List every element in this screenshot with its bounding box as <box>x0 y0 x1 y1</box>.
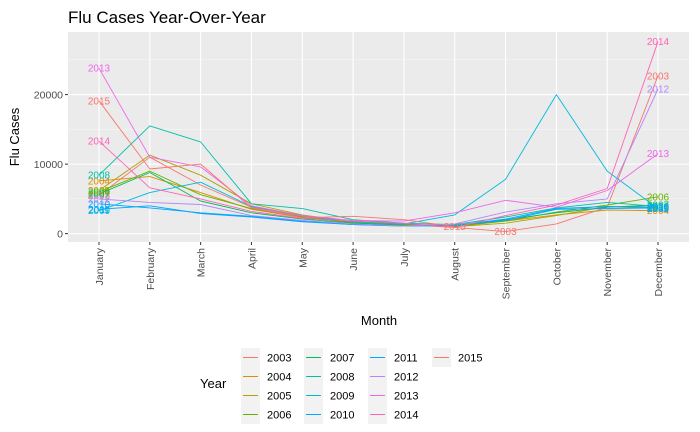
series-end-label: 2007 <box>88 190 111 201</box>
series-end-label: 2014 <box>88 137 111 148</box>
series-lines <box>98 41 659 233</box>
y-axis-title: Flu Cases <box>7 107 22 166</box>
series-end-label: 2013 <box>647 149 670 160</box>
series-end-label: 2003 <box>88 191 111 202</box>
legend-label: 2007 <box>330 353 354 365</box>
x-tick-label: December <box>653 247 665 296</box>
x-tick-label: September <box>501 248 513 300</box>
series-end-label: 2014 <box>647 37 670 48</box>
series-end-label: 2003 <box>494 227 517 238</box>
x-tick-label: July <box>399 247 411 266</box>
x-tick-label: January <box>94 247 106 285</box>
series-end-label: 2009 <box>647 204 670 215</box>
y-axis-ticks: 0 10000 20000 <box>34 90 68 241</box>
series-end-label: 2005 <box>647 204 670 215</box>
series-end-label: 2005 <box>88 186 111 197</box>
x-tick-label: June <box>348 248 360 271</box>
legend-label: 2010 <box>330 410 354 422</box>
series-end-label: 2004 <box>88 176 111 187</box>
x-tick-label: February <box>145 247 157 290</box>
series-end-label: 2008 <box>88 171 111 182</box>
chart-title: Flu Cases Year-Over-Year <box>68 8 266 27</box>
legend-label: 2012 <box>394 372 418 384</box>
grid-lines <box>68 32 689 242</box>
legend-label: 2006 <box>267 410 291 422</box>
series-line-2007 <box>98 172 659 227</box>
legend-label: 2003 <box>267 353 291 365</box>
series-end-label: 2007 <box>647 201 670 212</box>
legend: Year 2003 2004 2005 2006 2007 2008 2009 2010 201… <box>200 348 482 424</box>
x-tick-label: November <box>602 247 614 296</box>
legend-label: 2004 <box>267 372 291 384</box>
series-end-label: 2015 <box>444 222 467 233</box>
x-tick-label: May <box>297 247 309 268</box>
series-end-label: 2009 <box>88 206 111 217</box>
series-line-2009 <box>98 94 659 225</box>
series-end-label: 2004 <box>647 206 670 217</box>
legend-label: 2011 <box>394 353 418 365</box>
series-end-label: 2008 <box>647 202 670 213</box>
x-axis-title: Month <box>361 313 397 328</box>
series-line-2015 <box>98 100 455 228</box>
series-end-label: 2011 <box>88 205 110 216</box>
series-end-label: 2010 <box>647 203 670 214</box>
series-line-2006 <box>98 170 659 227</box>
y-tick-label: 20000 <box>34 90 63 102</box>
legend-title: Year <box>200 376 227 391</box>
series-line-2012 <box>98 88 659 227</box>
legend-label: 2015 <box>458 353 482 365</box>
legend-label: 2005 <box>267 391 291 403</box>
legend-label: 2013 <box>394 391 418 403</box>
series-end-label: 2011 <box>647 203 669 214</box>
x-tick-label: April <box>246 248 258 269</box>
x-tick-label: August <box>450 248 462 281</box>
series-end-label: 2010 <box>88 199 111 210</box>
series-end-label: 2003 <box>647 71 670 82</box>
series-end-label: 2012 <box>88 194 111 205</box>
series-line-2014 <box>98 41 659 228</box>
series-end-label: 2015 <box>88 96 111 107</box>
series-end-label: 2006 <box>647 192 670 203</box>
series-line-2008 <box>98 125 659 226</box>
series-end-label: 2013 <box>88 64 111 75</box>
x-axis-ticks: January February March April May June July Augu… <box>94 242 665 299</box>
legend-label: 2008 <box>330 372 354 384</box>
series-end-label: 2006 <box>88 187 111 198</box>
series-end-label: 2012 <box>647 85 670 96</box>
y-tick-label: 10000 <box>34 159 63 171</box>
x-tick-label: March <box>196 248 208 277</box>
legend-label: 2009 <box>330 391 354 403</box>
legend-label: 2014 <box>394 410 418 422</box>
y-tick-label: 0 <box>57 229 63 241</box>
x-tick-label: October <box>551 248 563 286</box>
